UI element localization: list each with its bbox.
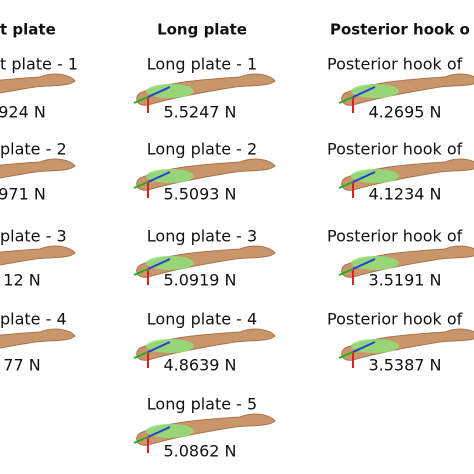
plate: [146, 424, 194, 438]
case-label: Long plate - 3: [147, 227, 257, 246]
case-label: t plate - 1: [0, 55, 78, 74]
force-value: 5.0862 N: [163, 442, 236, 461]
force-value: 5.5247 N: [163, 103, 236, 122]
arrow-green: [338, 351, 354, 359]
force-value: 12 N: [3, 271, 40, 290]
force-value: 4.2695 N: [368, 103, 441, 122]
column-header: t plate: [0, 21, 56, 39]
plate: [351, 84, 399, 98]
force-value: 3.5191 N: [368, 271, 441, 290]
case-label: plate - 4: [0, 310, 67, 329]
case-label: Posterior hook of: [327, 310, 463, 329]
arrow-green: [338, 268, 354, 276]
force-value: 5.0919 N: [163, 271, 236, 290]
case-label: Posterior hook of: [327, 140, 463, 159]
plate: [146, 169, 194, 183]
arrow-green: [133, 436, 149, 444]
arrow-blue: [352, 86, 376, 98]
force-value: 924 N: [0, 103, 46, 122]
bone: [0, 328, 76, 349]
plate: [351, 169, 399, 183]
plate: [351, 339, 399, 353]
arrow-blue: [147, 171, 171, 183]
arrow-green: [133, 96, 149, 104]
force-value: 5.5093 N: [163, 185, 236, 204]
case-label: Long plate - 5: [147, 395, 257, 414]
arrow-green: [133, 351, 149, 359]
arrow-blue: [352, 171, 376, 183]
arrow-blue: [147, 341, 171, 353]
force-value: 3.5387 N: [368, 356, 441, 375]
case-label: Posterior hook of: [327, 55, 463, 74]
case-label: Long plate - 1: [147, 55, 257, 74]
column-header: Long plate: [157, 21, 247, 39]
plate: [351, 256, 399, 270]
column-header: Posterior hook o: [330, 21, 470, 39]
force-value: 4.8639 N: [163, 356, 236, 375]
bone: [0, 73, 76, 94]
arrow-blue: [147, 258, 171, 270]
bone: [0, 158, 76, 179]
plate: [146, 339, 194, 353]
arrow-blue: [352, 258, 376, 270]
arrow-blue: [147, 86, 171, 98]
bone: [0, 245, 76, 266]
case-label: plate - 2: [0, 140, 67, 159]
case-label: Long plate - 4: [147, 310, 257, 329]
arrow-green: [338, 181, 354, 189]
plate: [146, 256, 194, 270]
force-value: 77 N: [3, 356, 40, 375]
arrow-green: [133, 268, 149, 276]
case-label: Long plate - 2: [147, 140, 257, 159]
case-label: plate - 3: [0, 227, 67, 246]
arrow-blue: [147, 426, 171, 438]
force-value: 4.1234 N: [368, 185, 441, 204]
arrow-green: [338, 96, 354, 104]
force-value: 971 N: [0, 185, 46, 204]
plate: [146, 84, 194, 98]
case-label: Posterior hook of: [327, 227, 463, 246]
arrow-green: [133, 181, 149, 189]
arrow-blue: [352, 341, 376, 353]
